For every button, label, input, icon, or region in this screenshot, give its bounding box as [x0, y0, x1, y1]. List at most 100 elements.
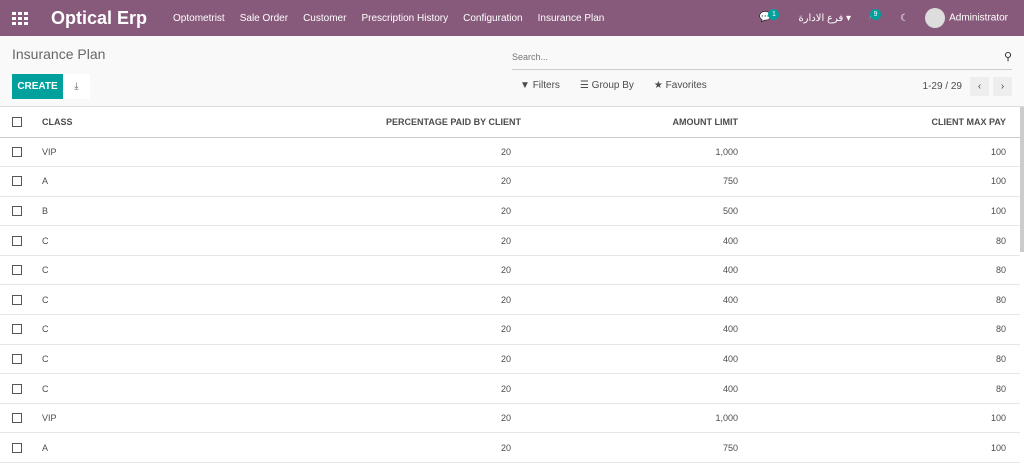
favorites-label: Favorites	[665, 80, 707, 91]
cell-class: C	[42, 284, 301, 316]
table-row[interactable]: C 20 400 80	[0, 344, 1020, 375]
cell-amount-limit: 750	[531, 166, 758, 197]
favorites-button[interactable]: ★ Favorites	[654, 80, 707, 91]
menu-item-optometrist[interactable]: Optometrist	[173, 12, 225, 24]
cell-percentage: 20	[301, 284, 531, 316]
filters-label: Filters	[532, 80, 560, 91]
cell-amount-limit: 750	[531, 432, 758, 464]
previous-page-button[interactable]: ‹	[970, 77, 989, 96]
cell-amount-limit: 500	[531, 196, 758, 227]
bars-icon: ☰	[579, 80, 589, 91]
messages-button[interactable]: 💬1	[758, 9, 782, 24]
row-checkbox[interactable]	[0, 137, 42, 168]
row-checkbox[interactable]	[0, 344, 42, 375]
next-page-button[interactable]: ›	[993, 77, 1012, 96]
row-checkbox[interactable]	[0, 196, 42, 227]
cell-amount-limit: 1,000	[531, 403, 758, 434]
cell-percentage: 20	[301, 373, 531, 404]
caret-down-icon: ▾	[846, 12, 852, 24]
cell-percentage: 20	[301, 314, 531, 345]
cell-class: C	[42, 255, 301, 286]
table-row[interactable]: VIP 20 1,000 100	[0, 137, 1020, 168]
pager-value[interactable]: 1-29 / 29	[922, 81, 962, 92]
create-button[interactable]: CREATE	[12, 74, 63, 99]
cell-client-max-pay: 80	[758, 284, 1020, 316]
group-by-label: Group By	[591, 80, 634, 91]
column-amount-limit[interactable]: Amount Limit	[531, 107, 758, 138]
table-row[interactable]: B 20 500 100	[0, 196, 1020, 227]
cell-class: C	[42, 344, 301, 375]
table-row[interactable]: C 20 400 80	[0, 255, 1020, 286]
activities-badge: 9	[870, 9, 882, 20]
table-row[interactable]: VIP 20 1,000 100	[0, 403, 1020, 434]
branch-label: فرع الادارة	[798, 12, 844, 24]
row-checkbox[interactable]	[0, 403, 42, 434]
cell-client-max-pay: 80	[758, 314, 1020, 345]
cell-percentage: 20	[301, 403, 531, 434]
row-checkbox[interactable]	[0, 255, 42, 286]
table-row[interactable]: C 20 400 80	[0, 225, 1020, 256]
chat-icon: 💬	[758, 12, 772, 23]
table-row[interactable]: A 20 750 100	[0, 432, 1020, 464]
menu-item-configuration[interactable]: Configuration	[463, 12, 523, 24]
cell-client-max-pay: 100	[758, 403, 1020, 434]
apps-menu-icon[interactable]	[12, 12, 28, 25]
cell-percentage: 20	[301, 196, 531, 227]
cell-client-max-pay: 80	[758, 344, 1020, 375]
row-checkbox[interactable]	[0, 284, 42, 316]
cell-class: VIP	[42, 403, 301, 434]
menu-item-sale-order[interactable]: Sale Order	[239, 12, 289, 24]
cell-percentage: 20	[301, 225, 531, 256]
main-menu: Optometrist Sale Order Customer Prescriptio…	[173, 13, 619, 24]
table-row[interactable]: C 20 400 80	[0, 284, 1020, 316]
insurance-plan-list: Class Percentage Paid By Client Amount L…	[0, 107, 1020, 464]
select-all-checkbox[interactable]	[0, 107, 42, 138]
control-panel: Insurance Plan CREATE ⤓ ⚲ ▼ Filters ☰ Gr…	[0, 36, 1024, 107]
cell-client-max-pay: 100	[758, 137, 1020, 168]
cell-client-max-pay: 80	[758, 255, 1020, 286]
table-row[interactable]: A 20 750 100	[0, 166, 1020, 197]
branch-switcher[interactable]: فرع الادارة ▾	[798, 13, 851, 24]
cell-class: A	[42, 166, 301, 197]
filters-button[interactable]: ▼ Filters	[520, 80, 560, 91]
cell-class: C	[42, 314, 301, 345]
activities-button[interactable]: ◔9	[867, 9, 884, 24]
table-header-row: Class Percentage Paid By Client Amount L…	[0, 107, 1020, 138]
cell-percentage: 20	[301, 432, 531, 464]
pager: 1-29 / 29 ‹ ›	[923, 77, 1012, 96]
menu-item-prescription-history[interactable]: Prescription History	[361, 12, 449, 24]
menu-item-customer[interactable]: Customer	[303, 12, 347, 24]
app-brand[interactable]: Optical Erp	[51, 7, 148, 28]
user-menu[interactable]: Administrator	[925, 8, 1008, 28]
cell-client-max-pay: 80	[758, 225, 1020, 256]
cell-percentage: 20	[301, 137, 531, 168]
table-row[interactable]: C 20 400 80	[0, 373, 1020, 404]
row-checkbox[interactable]	[0, 432, 42, 464]
column-client-max-pay[interactable]: Client Max Pay	[758, 107, 1020, 138]
cell-amount-limit: 400	[531, 314, 758, 345]
cell-amount-limit: 400	[531, 284, 758, 316]
row-checkbox[interactable]	[0, 373, 42, 404]
column-percentage[interactable]: Percentage Paid By Client	[301, 107, 531, 138]
top-navbar: Optical Erp Optometrist Sale Order Custome…	[0, 0, 1024, 36]
cell-percentage: 20	[301, 255, 531, 286]
cell-class: B	[42, 196, 301, 227]
star-icon: ★	[653, 80, 663, 91]
download-icon[interactable]: ⤓	[63, 74, 90, 99]
scrollbar[interactable]	[1020, 107, 1024, 252]
cell-class: C	[42, 225, 301, 256]
clock-icon: ◔	[867, 12, 873, 23]
row-checkbox[interactable]	[0, 314, 42, 345]
column-class[interactable]: Class	[42, 107, 301, 138]
cell-percentage: 20	[301, 344, 531, 375]
group-by-button[interactable]: ☰ Group By	[580, 80, 634, 91]
search-icon[interactable]: ⚲	[1003, 51, 1012, 63]
avatar	[925, 8, 946, 28]
cell-percentage: 20	[301, 166, 531, 197]
search-input[interactable]	[512, 51, 1004, 62]
table-row[interactable]: C 20 400 80	[0, 314, 1020, 345]
row-checkbox[interactable]	[0, 225, 42, 256]
dark-mode-toggle-icon[interactable]: ☾	[900, 12, 910, 24]
row-checkbox[interactable]	[0, 166, 42, 197]
menu-item-insurance-plan[interactable]: Insurance Plan	[537, 12, 605, 24]
